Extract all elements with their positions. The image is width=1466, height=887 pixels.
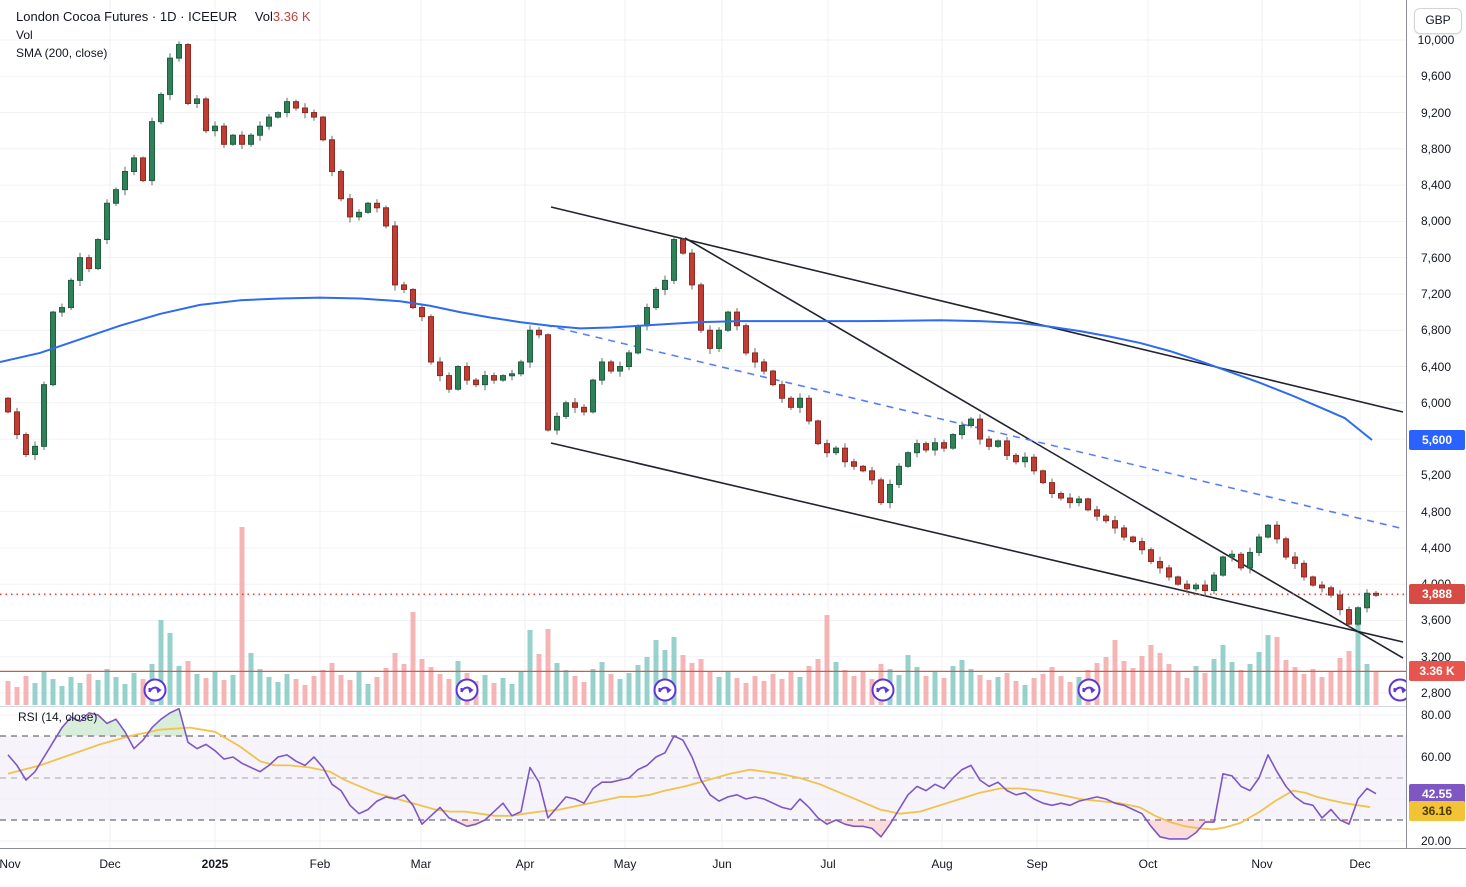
trendline-2[interactable] bbox=[684, 237, 1404, 659]
price-tick-label: 3,600 bbox=[1420, 613, 1452, 628]
price-tick-label: 5,200 bbox=[1420, 468, 1452, 483]
price-tick-label: 8,800 bbox=[1420, 141, 1452, 156]
contract-rollover-icon[interactable] bbox=[455, 678, 479, 702]
contract-rollover-markers bbox=[143, 678, 1407, 702]
time-tick-label: Apr bbox=[515, 857, 535, 871]
legend-vol-label: Vol bbox=[254, 9, 273, 24]
price-tick-label: 9,600 bbox=[1420, 69, 1452, 84]
time-tick-label: Jul bbox=[820, 857, 836, 871]
symbol-title[interactable]: London Cocoa Futures bbox=[16, 9, 149, 24]
rsi-tick-label: 60.00 bbox=[1420, 750, 1452, 764]
price-tick-label: 8,000 bbox=[1420, 214, 1452, 229]
price-grid bbox=[0, 0, 1406, 707]
rsi-pane[interactable] bbox=[0, 707, 1406, 848]
price-tick-label: 10,000 bbox=[1417, 33, 1455, 47]
volume-indicator-legend[interactable]: Vol bbox=[16, 28, 33, 42]
time-tick-label: 2025 bbox=[201, 857, 229, 871]
price-tick-label: 6,000 bbox=[1420, 395, 1452, 410]
rsi-line[interactable] bbox=[7, 707, 1377, 840]
price-tick-label: 4,400 bbox=[1420, 540, 1452, 555]
volume-bars bbox=[5, 527, 1379, 705]
price-tick-label: 6,400 bbox=[1420, 359, 1452, 374]
legend-vol-value: 3.36 K bbox=[272, 9, 311, 24]
price-tick-label: 7,200 bbox=[1420, 286, 1452, 301]
sma-indicator-legend[interactable]: SMA (200, close) bbox=[16, 46, 108, 60]
time-tick-label: Mar bbox=[410, 857, 432, 871]
candlesticks bbox=[5, 41, 1379, 628]
rsi-tick-label: 80.00 bbox=[1420, 708, 1452, 722]
trendline-4[interactable] bbox=[544, 324, 1401, 529]
interval-label[interactable]: 1D bbox=[159, 9, 177, 24]
rsi-ma-line[interactable] bbox=[7, 726, 1371, 831]
contract-rollover-icon[interactable] bbox=[1388, 678, 1407, 702]
time-tick-label: Nov bbox=[0, 857, 21, 871]
price-tick-label: 9,200 bbox=[1420, 105, 1452, 120]
price-tick-label: 8,400 bbox=[1420, 178, 1452, 193]
contract-rollover-icon[interactable] bbox=[143, 678, 167, 702]
exchange-label[interactable]: ICEEUR bbox=[188, 9, 238, 24]
trendline-3[interactable] bbox=[550, 442, 1404, 643]
symbol-legend-row[interactable]: London Cocoa Futures · 1D · ICEEUR Vol3.… bbox=[16, 9, 311, 24]
price-tick-label: 2,800 bbox=[1420, 686, 1452, 701]
rsi-indicator-legend[interactable]: RSI (14, close) bbox=[18, 710, 98, 724]
time-tick-label: Oct bbox=[1138, 857, 1158, 871]
contract-rollover-icon[interactable] bbox=[653, 678, 677, 702]
time-tick-label: Nov bbox=[1251, 857, 1273, 871]
time-tick-label: Feb bbox=[309, 857, 331, 871]
rsi-value-badge: 42.55 bbox=[1409, 783, 1465, 804]
time-tick-label: Jun bbox=[712, 857, 732, 871]
price-tick-label: 7,600 bbox=[1420, 250, 1452, 265]
rsi-ma-value-badge: 36.16 bbox=[1409, 801, 1465, 822]
contract-rollover-icon[interactable] bbox=[1077, 678, 1101, 702]
sma-value-badge: 5,600 bbox=[1409, 429, 1465, 450]
price-axis[interactable]: GBP 10,000 9,600 9,200 8,800 8,400 8,000 7,600… bbox=[1406, 0, 1466, 848]
rsi-tick-label: 20.00 bbox=[1420, 834, 1452, 848]
sma-200-line[interactable] bbox=[0, 296, 1373, 441]
time-tick-label: Sep bbox=[1026, 857, 1048, 871]
currency-button[interactable]: GBP bbox=[1414, 8, 1462, 34]
volume-value-badge: 3.36 K bbox=[1409, 661, 1465, 682]
time-axis[interactable]: Nov Dec 2025 Feb Mar Apr May Jun Jul Aug Sep Oct Nov… bbox=[0, 848, 1466, 887]
pane-separator[interactable] bbox=[0, 706, 1406, 707]
trendline-1[interactable] bbox=[550, 206, 1404, 413]
time-tick-label: Aug bbox=[931, 857, 953, 871]
chart-legend: London Cocoa Futures · 1D · ICEEUR Vol3.… bbox=[16, 8, 311, 62]
contract-rollover-icon[interactable] bbox=[871, 678, 895, 702]
time-tick-label: Dec bbox=[99, 857, 121, 871]
last-price-badge: 3,888 bbox=[1409, 584, 1465, 605]
time-tick-label: May bbox=[613, 857, 637, 871]
price-tick-label: 3,200 bbox=[1420, 649, 1452, 664]
time-tick-label: Dec bbox=[1349, 857, 1371, 871]
price-tick-label: 6,800 bbox=[1420, 323, 1452, 338]
price-tick-label: 4,800 bbox=[1420, 504, 1452, 519]
price-pane[interactable] bbox=[0, 0, 1406, 707]
